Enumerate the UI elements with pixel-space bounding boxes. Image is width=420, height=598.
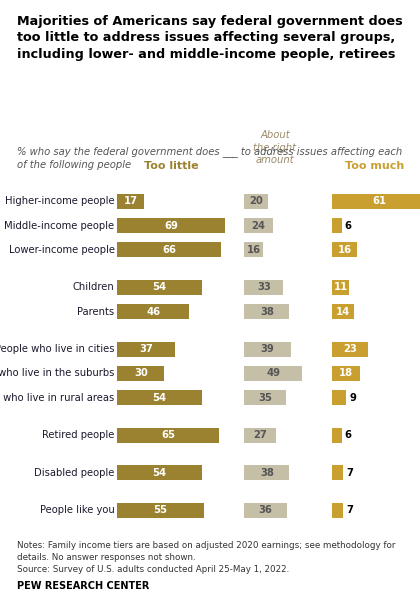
Text: 61: 61 xyxy=(373,196,387,206)
Bar xyxy=(332,280,349,295)
Text: 23: 23 xyxy=(343,344,357,354)
Bar xyxy=(118,390,202,405)
Text: 54: 54 xyxy=(152,468,167,478)
Text: 54: 54 xyxy=(152,282,167,292)
Bar xyxy=(244,428,276,443)
Bar xyxy=(244,194,268,209)
Bar xyxy=(118,465,202,480)
Bar xyxy=(118,304,189,319)
Text: 24: 24 xyxy=(252,221,265,231)
Text: 11: 11 xyxy=(333,282,348,292)
Text: People like you: People like you xyxy=(40,505,115,515)
Bar xyxy=(244,465,289,480)
Text: % who say the federal government does ___ to address issues affecting each
of th: % who say the federal government does __… xyxy=(17,147,402,170)
Bar xyxy=(332,194,420,209)
Bar xyxy=(118,503,204,518)
Text: 65: 65 xyxy=(161,430,175,440)
Bar xyxy=(244,366,302,381)
Text: Source: Survey of U.S. adults conducted April 25-May 1, 2022.: Source: Survey of U.S. adults conducted … xyxy=(17,565,289,574)
Bar xyxy=(118,280,202,295)
Text: 69: 69 xyxy=(165,221,178,231)
Text: 6: 6 xyxy=(344,430,352,440)
Text: Lower-income people: Lower-income people xyxy=(8,245,115,255)
Text: People who live in rural areas: People who live in rural areas xyxy=(0,393,115,402)
Text: 66: 66 xyxy=(162,245,176,255)
Text: Parents: Parents xyxy=(77,307,115,316)
Text: 54: 54 xyxy=(152,393,167,402)
Text: 20: 20 xyxy=(249,196,263,206)
Text: Middle-income people: Middle-income people xyxy=(5,221,115,231)
Text: Notes: Family income tiers are based on adjusted 2020 earnings; see methodology : Notes: Family income tiers are based on … xyxy=(17,541,395,550)
Bar xyxy=(332,341,368,356)
Text: Too much: Too much xyxy=(344,161,404,171)
Text: 27: 27 xyxy=(253,430,267,440)
Text: 38: 38 xyxy=(260,468,274,478)
Bar xyxy=(244,341,291,356)
Text: About
the right
amount: About the right amount xyxy=(253,130,297,165)
Text: 37: 37 xyxy=(139,344,153,354)
Bar xyxy=(244,390,286,405)
Bar xyxy=(332,366,360,381)
Text: 18: 18 xyxy=(339,368,353,379)
Text: Disabled people: Disabled people xyxy=(34,468,115,478)
Bar xyxy=(244,503,287,518)
Bar xyxy=(332,218,341,233)
Bar xyxy=(118,218,226,233)
Text: People who live in the suburbs: People who live in the suburbs xyxy=(0,368,115,379)
Bar xyxy=(244,218,273,233)
Text: 6: 6 xyxy=(344,221,352,231)
Text: details. No answer responses not shown.: details. No answer responses not shown. xyxy=(17,553,195,562)
Text: Majorities of Americans say federal government does
too little to address issues: Majorities of Americans say federal gove… xyxy=(17,15,402,61)
Bar xyxy=(332,304,354,319)
Text: Too little: Too little xyxy=(144,161,198,171)
Bar xyxy=(118,242,221,257)
Text: Higher-income people: Higher-income people xyxy=(5,196,115,206)
Text: 9: 9 xyxy=(349,393,356,402)
Text: 46: 46 xyxy=(146,307,160,316)
Bar xyxy=(118,428,219,443)
Bar xyxy=(244,280,284,295)
Bar xyxy=(332,242,357,257)
Text: Children: Children xyxy=(73,282,115,292)
Bar xyxy=(244,304,289,319)
Text: 16: 16 xyxy=(247,245,261,255)
Text: 33: 33 xyxy=(257,282,271,292)
Text: 16: 16 xyxy=(338,245,352,255)
Text: PEW RESEARCH CENTER: PEW RESEARCH CENTER xyxy=(17,581,149,591)
Bar xyxy=(332,465,343,480)
Text: 39: 39 xyxy=(260,344,274,354)
Bar xyxy=(118,194,144,209)
Text: 35: 35 xyxy=(258,393,272,402)
Bar xyxy=(332,503,343,518)
Bar xyxy=(118,341,175,356)
Text: People who live in cities: People who live in cities xyxy=(0,344,115,354)
Text: 30: 30 xyxy=(134,368,148,379)
Text: 36: 36 xyxy=(259,505,273,515)
Bar xyxy=(332,390,346,405)
Text: Retired people: Retired people xyxy=(42,430,115,440)
Text: 14: 14 xyxy=(336,307,350,316)
Text: 7: 7 xyxy=(346,505,353,515)
Text: 7: 7 xyxy=(346,468,353,478)
Bar xyxy=(118,366,164,381)
Bar xyxy=(244,242,263,257)
Text: 38: 38 xyxy=(260,307,274,316)
Text: 49: 49 xyxy=(266,368,281,379)
Bar xyxy=(332,428,341,443)
Text: 17: 17 xyxy=(124,196,138,206)
Text: 55: 55 xyxy=(153,505,168,515)
